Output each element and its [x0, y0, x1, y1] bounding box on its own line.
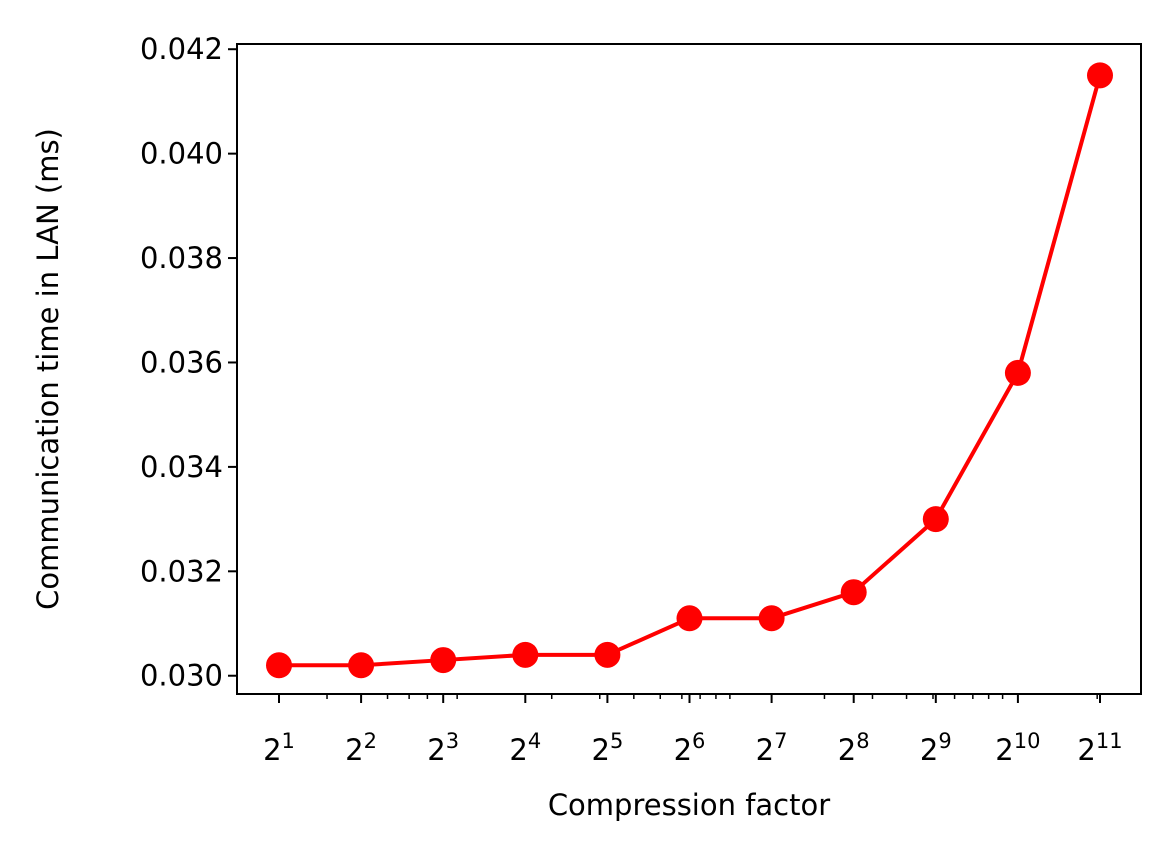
x-axis-label: Compression factor	[548, 788, 830, 822]
x-tick-label-1: 22	[345, 729, 377, 767]
x-tick-label-0: 21	[263, 729, 295, 767]
plot-area	[236, 43, 1142, 695]
data-point-2	[430, 647, 457, 674]
y-tick-label-3: 0.036	[140, 345, 223, 379]
y-tick-label-2: 0.034	[140, 450, 223, 484]
x-tick-label-5: 26	[674, 729, 706, 767]
data-point-3	[512, 641, 539, 668]
x-tick-label-9: 210	[995, 729, 1040, 767]
x-tick-label-7: 28	[838, 729, 870, 767]
y-tick-label-0: 0.030	[140, 659, 223, 693]
x-tick-label-10: 211	[1077, 729, 1122, 767]
x-axis: 21 22 23 24 25 26 27 28 29 210 211	[263, 694, 1123, 767]
x-tick-label-4: 25	[591, 729, 623, 767]
y-axis-label: Communication time in LAN (ms)	[31, 128, 65, 610]
series-layer	[266, 62, 1113, 679]
x-tick-label-8: 29	[920, 729, 952, 767]
data-point-6	[758, 605, 785, 632]
y-tick-label-5: 0.040	[140, 137, 223, 171]
x-tick-label-6: 27	[756, 729, 788, 767]
data-point-5	[676, 605, 703, 632]
data-point-4	[594, 641, 621, 668]
data-point-8	[922, 506, 949, 533]
data-point-10	[1087, 62, 1113, 89]
y-tick-label-1: 0.032	[140, 554, 223, 588]
data-point-1	[348, 652, 375, 679]
x-tick-label-3: 24	[509, 729, 541, 767]
y-axis: 0.030 0.032 0.034 0.036 0.038 0.040 0.042	[140, 32, 237, 693]
y-tick-label-6: 0.042	[140, 32, 223, 66]
data-point-0	[266, 652, 292, 679]
x-tick-label-2: 23	[427, 729, 459, 767]
data-point-9	[1004, 359, 1031, 386]
y-tick-label-4: 0.038	[140, 241, 223, 275]
data-point-7	[840, 579, 867, 606]
